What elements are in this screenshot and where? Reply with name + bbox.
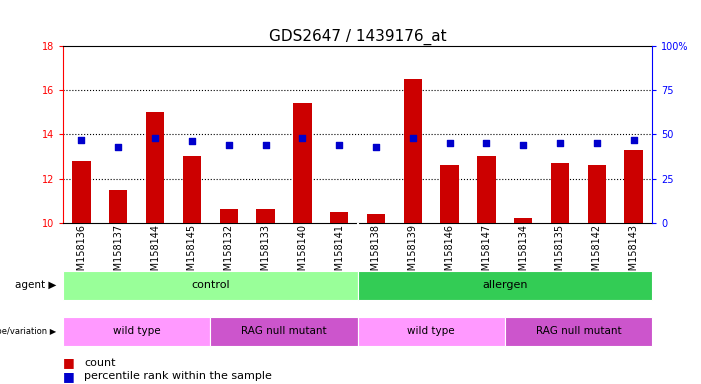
Text: GSM158136: GSM158136 bbox=[76, 223, 86, 283]
Point bbox=[186, 138, 198, 144]
Text: GSM158138: GSM158138 bbox=[371, 223, 381, 283]
Text: ■: ■ bbox=[63, 370, 75, 383]
Bar bbox=[551, 163, 569, 223]
Bar bbox=[72, 161, 90, 223]
Bar bbox=[330, 212, 348, 223]
Text: GSM158139: GSM158139 bbox=[408, 223, 418, 283]
Point bbox=[334, 142, 345, 148]
Text: control: control bbox=[191, 280, 230, 290]
Text: GSM158140: GSM158140 bbox=[297, 223, 307, 283]
Text: percentile rank within the sample: percentile rank within the sample bbox=[84, 371, 272, 381]
Title: GDS2647 / 1439176_at: GDS2647 / 1439176_at bbox=[268, 28, 447, 45]
Text: wild type: wild type bbox=[113, 326, 161, 336]
Text: GSM158135: GSM158135 bbox=[555, 223, 565, 283]
Point bbox=[444, 140, 455, 146]
Point bbox=[297, 135, 308, 141]
Bar bbox=[367, 214, 385, 223]
Text: genotype/variation ▶: genotype/variation ▶ bbox=[0, 327, 56, 336]
Text: ■: ■ bbox=[63, 356, 75, 369]
Text: GSM158145: GSM158145 bbox=[187, 223, 197, 283]
Point bbox=[591, 140, 602, 146]
Point bbox=[628, 137, 639, 143]
Point bbox=[481, 140, 492, 146]
Point bbox=[76, 137, 87, 143]
Bar bbox=[477, 157, 496, 223]
Text: RAG null mutant: RAG null mutant bbox=[241, 326, 327, 336]
Text: agent ▶: agent ▶ bbox=[15, 280, 56, 290]
Point bbox=[517, 142, 529, 148]
Text: GSM158144: GSM158144 bbox=[150, 223, 160, 283]
Bar bbox=[219, 210, 238, 223]
Text: RAG null mutant: RAG null mutant bbox=[536, 326, 621, 336]
Text: GSM158132: GSM158132 bbox=[224, 223, 233, 283]
Text: GSM158142: GSM158142 bbox=[592, 223, 601, 283]
Point bbox=[370, 144, 381, 150]
Point bbox=[260, 142, 271, 148]
Point bbox=[223, 142, 234, 148]
Text: GSM158133: GSM158133 bbox=[261, 223, 271, 283]
Point bbox=[113, 144, 124, 150]
Bar bbox=[514, 218, 532, 223]
Bar bbox=[625, 150, 643, 223]
Point bbox=[554, 140, 566, 146]
Text: GSM158141: GSM158141 bbox=[334, 223, 344, 283]
Text: wild type: wild type bbox=[407, 326, 455, 336]
Text: GSM158143: GSM158143 bbox=[629, 223, 639, 283]
Text: allergen: allergen bbox=[482, 280, 527, 290]
Bar bbox=[587, 166, 606, 223]
Bar bbox=[183, 157, 201, 223]
Bar bbox=[440, 166, 458, 223]
Point bbox=[149, 135, 161, 141]
Bar bbox=[404, 79, 422, 223]
Bar bbox=[109, 190, 128, 223]
Bar bbox=[293, 104, 311, 223]
Text: GSM158147: GSM158147 bbox=[482, 223, 491, 283]
Point bbox=[407, 135, 418, 141]
Text: count: count bbox=[84, 358, 116, 368]
Bar bbox=[146, 112, 164, 223]
Text: GSM158134: GSM158134 bbox=[518, 223, 528, 283]
Text: GSM158146: GSM158146 bbox=[444, 223, 454, 283]
Bar bbox=[257, 210, 275, 223]
Text: GSM158137: GSM158137 bbox=[114, 223, 123, 283]
